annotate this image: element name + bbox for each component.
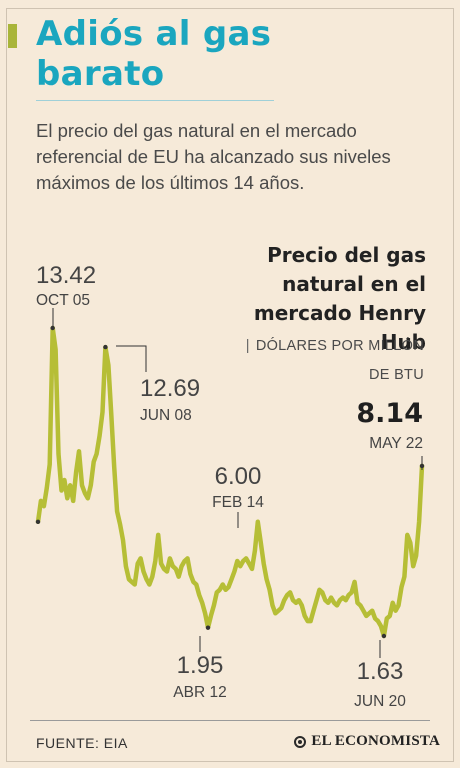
annotation-value: 1.95	[177, 652, 224, 679]
annotation-leader	[116, 345, 147, 372]
chart-title: Precio del gas natural en el mercado Hen…	[253, 243, 426, 354]
annotation-date: ABR 12	[173, 684, 226, 701]
publisher-logo: EL ECONOMISTA	[294, 733, 440, 750]
annotation-value: 8.14	[356, 398, 423, 429]
annotation-date: JUN 20	[354, 693, 406, 710]
title-accent-bar	[8, 24, 17, 48]
annotation-value: 13.42	[36, 262, 96, 289]
annotation-point	[103, 344, 108, 350]
source-note: FUENTE: EIA	[36, 735, 128, 751]
chart-unit: | DÓLARES POR MILLÓN DE BTU	[224, 332, 424, 390]
annotation-date: MAY 22	[369, 435, 423, 452]
annotation-point	[205, 625, 211, 630]
lede-text: El precio del gas natural en el mercado …	[36, 120, 391, 193]
headline: Adiós al gas barato	[36, 14, 272, 94]
logo-icon	[294, 735, 307, 748]
annotation-value: 1.63	[357, 658, 404, 685]
annotation-point	[381, 633, 387, 639]
chart-unit-label: DÓLARES POR MILLÓN DE BTU	[255, 338, 424, 383]
unit-separator: |	[245, 338, 250, 354]
logo-text: EL ECONOMISTA	[311, 733, 440, 749]
annotation-point	[50, 325, 55, 331]
annotation-date: FEB 14	[212, 494, 264, 511]
infographic-frame	[6, 8, 454, 762]
headline-divider	[36, 100, 274, 101]
annotation-point	[35, 519, 41, 525]
annotation-point	[419, 463, 425, 469]
annotation-value: 12.69	[140, 375, 200, 402]
price-series-line	[35, 325, 425, 639]
footer-divider	[30, 720, 430, 721]
annotation-date: OCT 05	[36, 292, 90, 309]
annotation-value: 6.00	[215, 463, 262, 490]
annotation-date: JUN 08	[140, 407, 192, 424]
